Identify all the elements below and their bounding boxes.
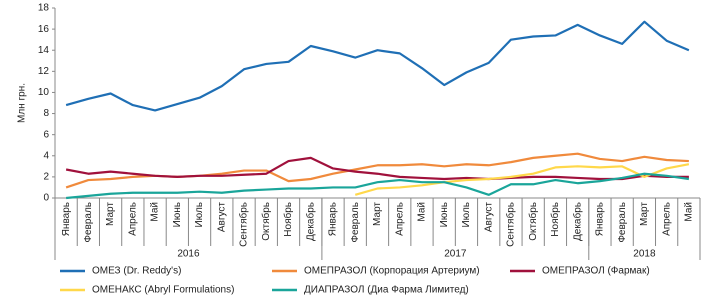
legend-label: ОМЕЗ (Dr. Reddy's) xyxy=(92,266,181,277)
series-line xyxy=(65,156,689,181)
x-tick-label: Август xyxy=(483,202,494,233)
group-label: 2017 xyxy=(444,249,467,260)
x-tick-label: Январь xyxy=(61,202,72,236)
y-tick-label: 8 xyxy=(43,108,49,119)
x-tick-label: Апрель xyxy=(661,202,672,236)
y-tick-label: 16 xyxy=(38,24,50,35)
legend-label: ОМЕПРАЗОЛ (Фармак) xyxy=(542,266,650,277)
x-tick-label: Январь xyxy=(328,202,339,236)
x-tick-label: Июль xyxy=(461,202,472,228)
y-tick-label: 4 xyxy=(43,150,49,161)
x-tick-label: Сентябрь xyxy=(505,202,517,247)
series-line xyxy=(354,163,690,196)
x-tick-label: Июнь xyxy=(439,202,450,227)
y-tick-label: 12 xyxy=(38,66,50,77)
x-tick-label: Декабрь xyxy=(571,202,583,241)
y-tick-label: 10 xyxy=(38,87,50,98)
x-tick-label: Ноябрь xyxy=(282,202,294,237)
x-tick-label: Июнь xyxy=(172,202,183,227)
y-tick-label: 0 xyxy=(43,193,49,204)
group-label: 2018 xyxy=(633,249,656,260)
x-tick-label: Апрель xyxy=(127,202,138,236)
group-label: 2016 xyxy=(177,249,200,260)
y-tick-label: 14 xyxy=(38,45,50,56)
x-tick-label: Январь xyxy=(595,202,606,236)
x-tick-label: Февраль xyxy=(350,202,361,243)
x-tick-label: Май xyxy=(150,202,161,222)
y-axis-label: Млн грн. xyxy=(17,83,28,123)
series-line xyxy=(65,20,690,112)
x-tick-label: Август xyxy=(216,202,227,233)
y-tick-label: 6 xyxy=(43,129,49,140)
x-tick-label: Октябрь xyxy=(527,202,539,241)
legend-label: ОМЕПРАЗОЛ (Корпорация Артериум) xyxy=(304,266,480,277)
x-tick-label: Сентябрь xyxy=(238,202,250,247)
x-tick-label: Апрель xyxy=(394,202,405,236)
x-tick-label: Октябрь xyxy=(260,202,272,241)
x-tick-label: Июль xyxy=(194,202,205,228)
x-tick-label: Март xyxy=(105,202,116,226)
y-tick-label: 18 xyxy=(38,3,50,14)
legend-label: ДИАПРАЗОЛ (Диа Фарма Лимитед) xyxy=(304,285,469,296)
x-tick-label: Май xyxy=(417,202,428,222)
x-tick-label: Декабрь xyxy=(304,202,316,241)
legend-label: ОМЕНАКС (Abryl Formulations) xyxy=(92,285,234,296)
x-tick-label: Ноябрь xyxy=(549,202,561,237)
x-tick-label: Март xyxy=(639,202,650,226)
series-line xyxy=(66,172,690,200)
x-tick-label: Февраль xyxy=(617,202,628,243)
x-tick-label: Февраль xyxy=(83,202,94,243)
x-tick-label: Март xyxy=(372,202,383,226)
y-tick-label: 2 xyxy=(43,172,49,183)
x-tick-label: Май xyxy=(684,202,695,222)
